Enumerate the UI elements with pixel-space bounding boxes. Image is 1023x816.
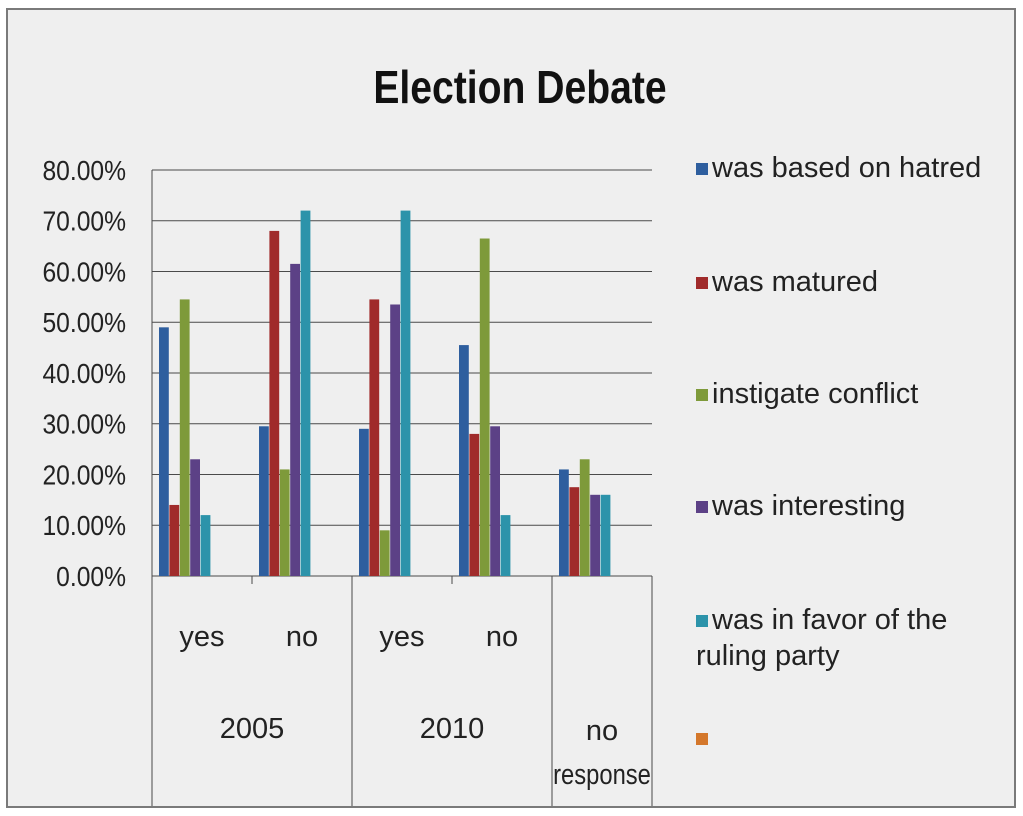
bar <box>400 210 411 576</box>
bar <box>369 299 380 576</box>
x-tick-label: yes <box>379 621 424 653</box>
legend-swatch <box>696 277 708 289</box>
bar <box>600 494 611 576</box>
x-group-label: 2005 <box>220 713 285 745</box>
legend-item: instigate conflict <box>696 376 1016 412</box>
legend-item: was in favor of the ruling party <box>696 602 1016 674</box>
y-tick-label: 70.00% <box>42 205 126 237</box>
x-group-label: response <box>553 758 651 791</box>
y-tick-label: 10.00% <box>42 510 126 542</box>
legend-swatch <box>696 389 708 401</box>
chart-title: Election Debate <box>373 61 667 113</box>
bar <box>479 238 490 576</box>
legend-label: was based on hatred <box>712 152 982 184</box>
bar <box>300 210 311 576</box>
legend-swatch <box>696 501 708 513</box>
bar <box>469 433 480 576</box>
bar <box>459 345 469 576</box>
y-tick-label: 40.00% <box>42 358 126 390</box>
y-tick-label: 30.00% <box>42 408 126 440</box>
bar <box>190 459 200 576</box>
legend-swatch <box>696 733 708 745</box>
legend-label: instigate conflict <box>712 378 919 410</box>
x-group-label: 2010 <box>420 713 485 745</box>
bar <box>200 515 211 576</box>
bar <box>169 504 180 576</box>
bar <box>579 459 590 576</box>
bar <box>290 263 300 576</box>
bar <box>259 426 269 576</box>
x-tick-label: no <box>486 621 518 653</box>
y-tick-label: 50.00% <box>42 307 126 339</box>
legend-swatch <box>696 163 708 175</box>
bar <box>559 469 569 576</box>
bar <box>500 515 511 576</box>
y-tick-label: 60.00% <box>42 256 126 288</box>
bar <box>569 487 580 576</box>
x-group-label: no <box>586 715 618 747</box>
bar <box>490 426 500 576</box>
bar <box>159 327 169 576</box>
legend-item: was matured <box>696 264 1016 300</box>
legend-swatch <box>696 615 708 627</box>
legend-item: was based on hatred <box>696 150 1016 186</box>
legend-item: was interesting <box>696 488 1016 524</box>
bar <box>269 230 280 576</box>
bar <box>390 304 400 576</box>
y-tick-label: 0.00% <box>56 561 126 593</box>
legend-label: was in favor of the ruling party <box>696 604 948 672</box>
chart-frame <box>6 8 1016 808</box>
legend-label: was interesting <box>712 490 906 522</box>
bar <box>279 469 290 576</box>
x-tick-label: yes <box>179 621 224 653</box>
y-tick-label: 80.00% <box>42 155 126 187</box>
y-tick-label: 20.00% <box>42 459 126 491</box>
bar <box>379 530 390 576</box>
legend-label: was matured <box>712 266 879 298</box>
x-tick-label: no <box>286 621 318 653</box>
bar <box>590 494 600 576</box>
bar <box>179 299 190 576</box>
bar <box>359 428 369 576</box>
legend-item <box>696 720 1016 756</box>
